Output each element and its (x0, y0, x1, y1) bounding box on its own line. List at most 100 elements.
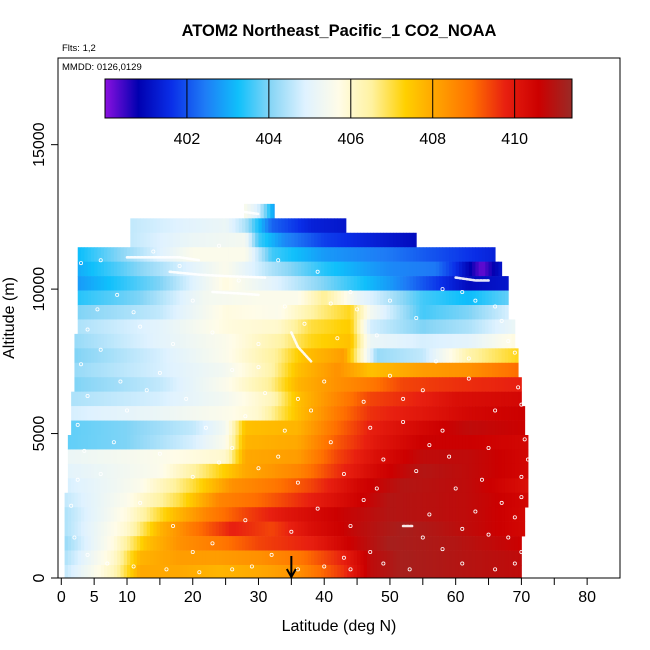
heatmap-cell (334, 478, 338, 494)
heatmap-cell (209, 449, 213, 465)
heatmap-cell (363, 276, 368, 291)
heatmap-cell (311, 463, 315, 479)
heatmap-cell (100, 492, 105, 508)
heatmap-cell (386, 492, 391, 508)
heatmap-cell (330, 507, 335, 522)
heatmap-cell (478, 449, 483, 465)
heatmap-cell (498, 550, 503, 566)
heatmap-cell (297, 478, 302, 494)
heatmap-cell (403, 550, 407, 566)
heatmap-cell (274, 550, 279, 566)
heatmap-cell (399, 319, 404, 335)
heatmap-cell (481, 319, 486, 335)
heatmap-cell (304, 420, 309, 436)
heatmap-cell (179, 319, 184, 335)
heatmap-cell (327, 333, 332, 349)
heatmap-cell (320, 550, 325, 566)
heatmap-cell (117, 507, 121, 522)
heatmap-cell (215, 449, 220, 465)
heatmap-cell (209, 319, 213, 335)
heatmap-cell (225, 247, 230, 262)
heatmap-cell (334, 377, 338, 392)
heatmap-cell (403, 463, 407, 479)
heatmap-cell (255, 247, 259, 262)
heatmap-cell (97, 449, 102, 465)
heatmap-cell (360, 521, 365, 537)
heatmap-cell (455, 305, 460, 320)
heatmap-cell (419, 449, 424, 465)
heatmap-cell (386, 521, 391, 537)
heatmap-cell (166, 406, 171, 421)
heatmap-cell (284, 348, 289, 364)
heatmap-cell (422, 449, 427, 465)
heatmap-cell (422, 406, 427, 421)
heatmap-cell (245, 507, 250, 522)
heatmap-cell (422, 247, 427, 262)
heatmap-cell (320, 319, 325, 335)
heatmap-cell (416, 290, 420, 306)
heatmap-cell (255, 521, 259, 537)
heatmap-cell (307, 391, 312, 407)
heatmap-cell (189, 333, 194, 349)
heatmap-cell (389, 276, 394, 291)
heatmap-cell (488, 348, 493, 364)
heatmap-cell (488, 290, 493, 306)
heatmap-cell (514, 391, 519, 407)
heatmap-cell (495, 536, 499, 551)
heatmap-cell (140, 463, 144, 479)
heatmap-cell (205, 276, 210, 291)
heatmap-cell (232, 507, 236, 522)
heatmap-cell (350, 391, 355, 407)
heatmap-cell (294, 565, 299, 578)
heatmap-cell (130, 478, 135, 494)
heatmap-cell (199, 391, 204, 407)
heatmap-cell (337, 435, 342, 450)
heatmap-cell (202, 247, 207, 262)
heatmap-cell (251, 420, 256, 436)
heatmap-cell (153, 247, 158, 262)
heatmap-cell (442, 348, 447, 364)
heatmap-cell (317, 492, 322, 508)
heatmap-cell (442, 391, 447, 407)
heatmap-cell (320, 435, 325, 450)
heatmap-cell (475, 348, 480, 364)
heatmap-cell (432, 377, 437, 392)
heatmap-cell (84, 362, 89, 378)
heatmap-cell (150, 391, 154, 407)
heatmap-cell (179, 362, 184, 378)
heatmap-cell (491, 290, 496, 306)
heatmap-cell (307, 478, 312, 494)
heatmap-cell (462, 348, 466, 364)
heatmap-cell (409, 391, 414, 407)
heatmap-cell (222, 565, 227, 578)
heatmap-cell (501, 435, 506, 450)
heatmap-cell (393, 565, 397, 578)
heatmap-cell (163, 391, 167, 407)
heatmap-cell (498, 305, 503, 320)
heatmap-cell (192, 261, 197, 277)
heatmap-cell (143, 565, 148, 578)
heatmap-cell (113, 550, 118, 566)
heatmap-cell (74, 377, 79, 392)
heatmap-cell (274, 232, 279, 248)
heatmap-cell (281, 435, 286, 450)
heatmap-cell (376, 247, 381, 262)
heatmap-cell (90, 261, 95, 277)
heatmap-cell (442, 449, 447, 465)
y-axis-label: Altitude (m) (1, 277, 18, 359)
heatmap-cell (383, 478, 388, 494)
heatmap-cell (327, 276, 332, 291)
heatmap-cell (468, 521, 473, 537)
heatmap-cell (412, 247, 417, 262)
heatmap-cell (77, 565, 82, 578)
heatmap-cell (317, 420, 322, 436)
heatmap-cell (380, 348, 384, 364)
heatmap-cell (146, 276, 151, 291)
heatmap-cell (393, 319, 397, 335)
heatmap-cell (238, 507, 243, 522)
heatmap-cell (235, 449, 240, 465)
heatmap-cell (468, 305, 473, 320)
heatmap-cell (409, 435, 414, 450)
heatmap-cell (518, 435, 522, 450)
heatmap-cell (432, 420, 437, 436)
